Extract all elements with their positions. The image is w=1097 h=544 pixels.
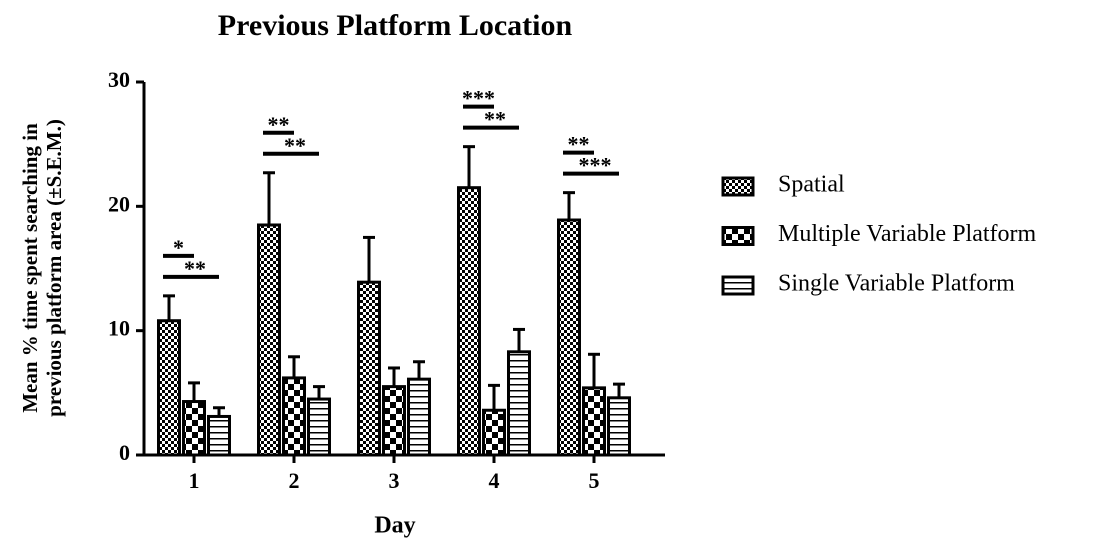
bar [307, 397, 331, 457]
bar [357, 280, 381, 457]
legend-label: Multiple Variable Platform [778, 221, 1037, 247]
bar [557, 218, 581, 457]
significance-label: ** [284, 133, 306, 158]
x-axis-label: Day [374, 513, 415, 539]
legend-swatch [721, 226, 755, 246]
bar [182, 400, 206, 457]
y-tick-label: 0 [119, 440, 130, 465]
legend-swatch [721, 176, 755, 197]
chart-title: Previous Platform Location [218, 9, 573, 42]
bar [157, 319, 181, 457]
x-tick-label: 5 [589, 468, 600, 493]
bar [457, 186, 481, 457]
bar [382, 385, 406, 457]
bar [507, 350, 531, 457]
significance-label: ** [184, 256, 206, 281]
bar [407, 377, 431, 457]
bar [257, 223, 281, 457]
significance-label: ** [484, 107, 506, 132]
bar [482, 408, 506, 457]
bar [607, 396, 631, 457]
bar [282, 376, 306, 457]
significance-label: *** [579, 153, 612, 178]
x-tick-label: 3 [389, 468, 400, 493]
bar [582, 386, 606, 457]
bar [207, 414, 231, 457]
significance-label: * [173, 235, 184, 260]
legend-swatch [721, 275, 755, 296]
significance-label: ** [268, 112, 290, 137]
y-tick-label: 20 [108, 191, 130, 216]
y-tick-label: 10 [108, 316, 130, 341]
x-tick-label: 1 [189, 468, 200, 493]
significance-label: *** [462, 86, 495, 111]
legend-label: Single Variable Platform [778, 271, 1015, 297]
y-axis-label: Mean % time spent searching in [18, 123, 42, 413]
x-tick-label: 2 [289, 468, 300, 493]
x-tick-label: 4 [489, 468, 500, 493]
legend-label: Spatial [778, 172, 845, 198]
y-tick-label: 30 [108, 67, 130, 92]
significance-label: ** [568, 132, 590, 157]
y-axis-label: previous platform area (±S.E.M.) [42, 119, 66, 417]
